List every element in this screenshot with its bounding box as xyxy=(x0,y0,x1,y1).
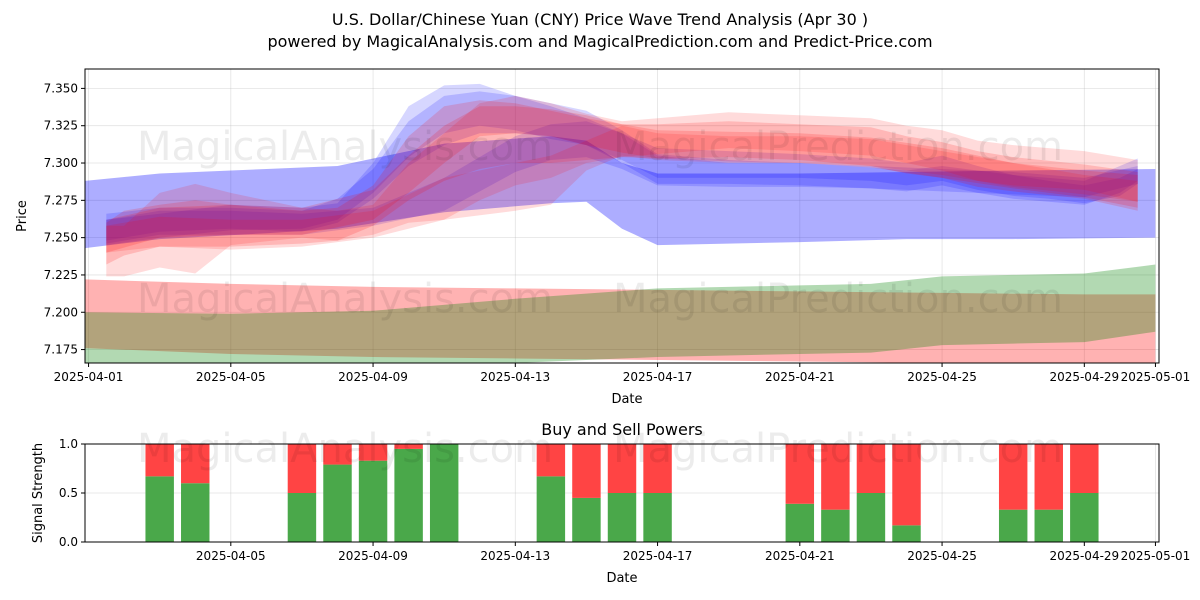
buy-power-bar xyxy=(572,497,601,542)
sell-power-bar xyxy=(607,444,637,493)
price-x-axis-label: Date xyxy=(611,392,642,407)
buy-power-bar xyxy=(1070,493,1099,542)
price-x-tick-label: 2025-04-17 xyxy=(623,370,693,384)
buy-power-bar xyxy=(358,460,388,542)
buy-power-bar xyxy=(429,444,459,542)
signal-x-tick-label: 2025-04-21 xyxy=(765,549,835,563)
buy-power-bar xyxy=(856,493,886,542)
price-y-tick-label: 7.200 xyxy=(44,305,78,319)
band-red-wave-1 xyxy=(106,95,1138,277)
band-red-wave-4 xyxy=(106,125,1138,253)
price-x-tick-label: 2025-04-13 xyxy=(480,370,550,384)
buy-sell-chart: Buy and Sell Powers MagicalAnalysis.com … xyxy=(31,420,1190,586)
sell-power-bar xyxy=(181,444,210,484)
chart-title-line2: powered by MagicalAnalysis.com and Magic… xyxy=(267,32,932,51)
sell-power-bar xyxy=(394,444,423,449)
signal-y-axis-label: Signal Strength xyxy=(31,443,46,543)
signal-x-tick-label: 2025-04-05 xyxy=(196,549,266,563)
buy-power-bar xyxy=(536,476,566,542)
buy-power-bar xyxy=(181,483,210,542)
signal-x-tick-label: 2025-05-01 xyxy=(1121,549,1191,563)
band-blue-wave-2 xyxy=(106,91,1138,241)
signal-y-tick-label: 0.5 xyxy=(59,486,78,500)
signal-x-tick-label: 2025-04-29 xyxy=(1049,549,1119,563)
band-blue-wave-3 xyxy=(106,121,1138,244)
chart-title-line1: U.S. Dollar/Chinese Yuan (CNY) Price Wav… xyxy=(332,10,868,29)
price-y-tick-label: 7.175 xyxy=(44,343,78,357)
price-x-tick-label: 2025-05-01 xyxy=(1121,370,1191,384)
price-plot-frame xyxy=(84,68,1160,364)
watermark-analysis-bottom: MagicalAnalysis.com xyxy=(137,426,553,472)
sell-power-bar xyxy=(856,444,886,493)
signal-bars xyxy=(145,444,1099,542)
price-wave-chart: MagicalAnalysis.com MagicalPrediction.co… xyxy=(15,68,1191,407)
watermark-analysis-mid: MagicalAnalysis.com xyxy=(137,276,553,322)
price-y-tick-label: 7.300 xyxy=(44,156,78,170)
signal-y-tick-label: 0.0 xyxy=(59,535,78,549)
price-y-tick-label: 7.350 xyxy=(44,81,78,95)
price-x-tick-label: 2025-04-29 xyxy=(1049,370,1119,384)
sell-power-bar xyxy=(323,444,352,465)
watermark-analysis-top: MagicalAnalysis.com xyxy=(137,124,553,170)
price-y-axis-label: Price xyxy=(15,200,30,232)
band-blue-wave-1 xyxy=(106,83,1138,246)
signal-x-tick-label: 2025-04-17 xyxy=(623,549,693,563)
band-red-long xyxy=(85,279,1156,363)
signal-x-tick-label: 2025-04-09 xyxy=(338,549,408,563)
buy-power-bar xyxy=(892,525,921,542)
sell-power-bar xyxy=(145,444,174,477)
buy-power-bar xyxy=(607,493,637,542)
band-blue-wide xyxy=(85,136,1156,249)
watermark-prediction-mid: MagicalPrediction.com xyxy=(613,276,1063,322)
price-y-tick-label: 7.225 xyxy=(44,268,78,282)
price-y-tick-label: 7.250 xyxy=(44,231,78,245)
sell-power-bar xyxy=(358,444,388,461)
buy-sell-title: Buy and Sell Powers xyxy=(541,420,703,439)
sell-power-bar xyxy=(892,444,921,526)
price-x-tick-label: 2025-04-09 xyxy=(338,370,408,384)
price-x-tick-label: 2025-04-05 xyxy=(196,370,266,384)
price-y-tick-label: 7.325 xyxy=(44,119,78,133)
price-grid xyxy=(85,69,1159,363)
buy-power-bar xyxy=(1034,509,1063,542)
sell-power-bar xyxy=(785,444,815,504)
sell-power-bar xyxy=(572,444,601,498)
buy-power-bar xyxy=(998,509,1028,542)
sell-power-bar xyxy=(998,444,1028,510)
signal-x-axis-label: Date xyxy=(606,571,637,586)
buy-power-bar xyxy=(785,503,815,542)
sell-power-bar xyxy=(536,444,566,477)
sell-power-bar xyxy=(1034,444,1063,510)
signal-x-tick-label: 2025-04-25 xyxy=(907,549,977,563)
buy-power-bar xyxy=(287,493,317,542)
sell-power-bar xyxy=(643,444,672,493)
buy-power-bar xyxy=(145,476,174,542)
buy-power-bar xyxy=(643,493,672,542)
band-green-long xyxy=(85,264,1156,363)
sell-power-bar xyxy=(821,444,850,510)
price-x-tick-label: 2025-04-01 xyxy=(54,370,124,384)
sell-power-bar xyxy=(287,444,317,493)
band-red-wave-3 xyxy=(106,106,1138,253)
price-x-tick-label: 2025-04-21 xyxy=(765,370,835,384)
band-red-wave-2 xyxy=(106,100,1138,265)
signal-axis-ticks: 2025-04-05 2025-04-09 2025-04-13 2025-04-17… xyxy=(59,437,1190,563)
buy-power-bar xyxy=(394,448,423,542)
buy-power-bar xyxy=(323,464,352,542)
watermark-prediction-bottom: MagicalPrediction.com xyxy=(613,426,1063,472)
price-bands xyxy=(85,83,1156,363)
price-axis-ticks: 2025-04-01 2025-04-05 2025-04-09 2025-04-13… xyxy=(44,81,1191,384)
price-y-tick-label: 7.275 xyxy=(44,193,78,207)
watermark-prediction-top: MagicalPrediction.com xyxy=(613,124,1063,170)
signal-x-tick-label: 2025-04-13 xyxy=(480,549,550,563)
price-x-tick-label: 2025-04-25 xyxy=(907,370,977,384)
sell-power-bar xyxy=(1070,444,1099,493)
buy-power-bar xyxy=(821,509,850,542)
signal-y-tick-label: 1.0 xyxy=(59,437,78,451)
